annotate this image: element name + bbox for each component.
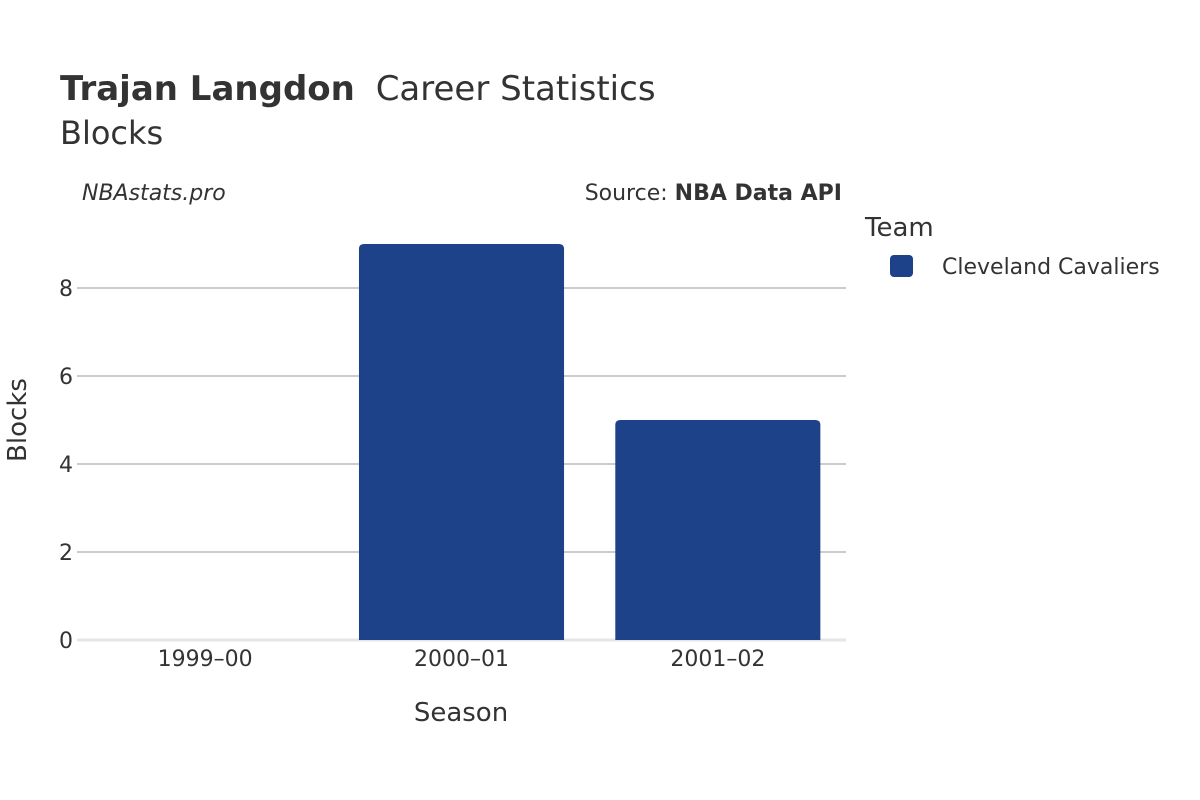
bar[interactable] xyxy=(358,244,565,640)
y-tick-label: 2 xyxy=(59,541,73,566)
source-prefix: Source: xyxy=(585,181,675,206)
legend: Cleveland Cavaliers xyxy=(890,255,1160,280)
source-name: NBA Data API xyxy=(675,181,842,206)
player-name: Trajan Langdon xyxy=(60,69,355,109)
x-tick-label: 2001–02 xyxy=(670,647,765,672)
x-axis-title: Season xyxy=(414,698,508,728)
chart-subtitle: Blocks xyxy=(60,114,163,152)
bars xyxy=(358,244,821,640)
legend-swatch[interactable] xyxy=(890,255,913,277)
x-tick-label: 2000–01 xyxy=(414,647,509,672)
y-tick-label: 0 xyxy=(59,629,73,654)
source-text: Source: NBA Data API xyxy=(585,181,842,206)
y-axis-title: Blocks xyxy=(3,378,33,462)
bar[interactable] xyxy=(615,420,821,640)
title-suffix: Career Statistics xyxy=(376,69,656,109)
y-tick-label: 8 xyxy=(59,277,73,302)
y-tick-label: 4 xyxy=(59,453,73,478)
x-tick-labels: 1999–00 2000–01 2001–02 xyxy=(158,647,766,672)
y-tick-label: 6 xyxy=(59,365,73,390)
legend-label[interactable]: Cleveland Cavaliers xyxy=(942,255,1160,280)
legend-title: Team xyxy=(864,213,934,243)
watermark-text: NBAstats.pro xyxy=(82,181,226,206)
x-tick-label: 1999–00 xyxy=(158,647,253,672)
chart-title: Trajan Langdon Career Statistics xyxy=(60,69,656,109)
y-tick-labels: 0 2 4 6 8 xyxy=(59,277,73,654)
